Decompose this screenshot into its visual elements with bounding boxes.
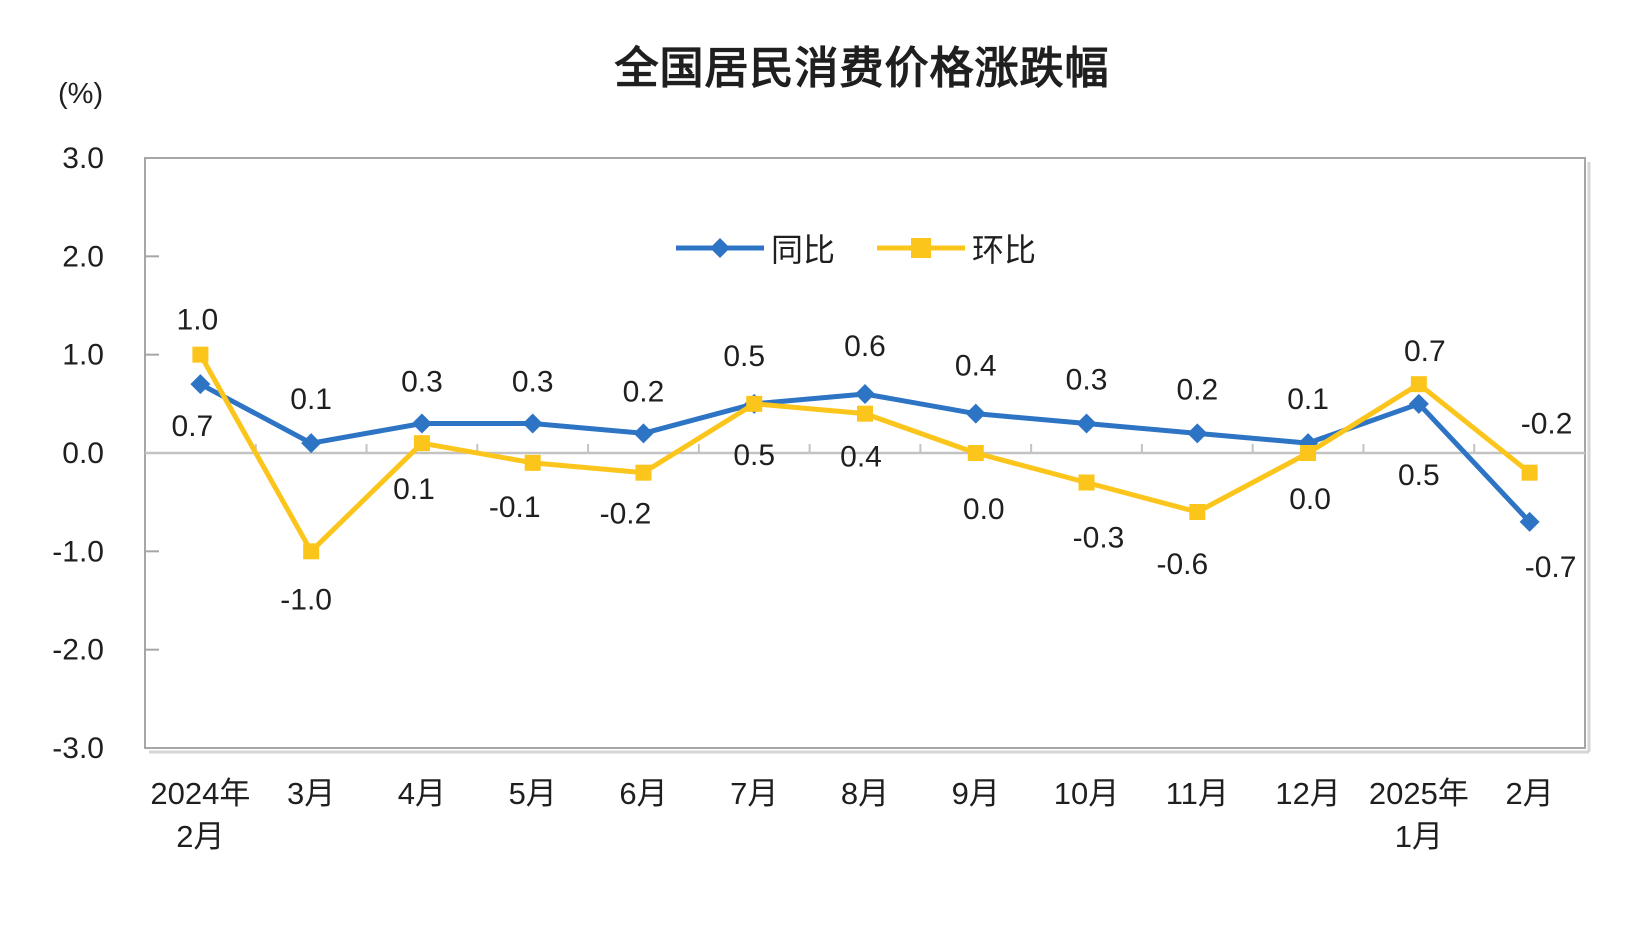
- marker-diamond-同比: [855, 384, 875, 404]
- marker-diamond-同比: [411, 413, 432, 434]
- data-label-环比: -0.3: [1073, 522, 1125, 555]
- marker-square-环比: [524, 454, 541, 471]
- tongbi-line-diamond-icon: [676, 238, 764, 258]
- chart-title: 全国居民消费价格涨跌幅: [614, 44, 1110, 93]
- legend-item-tongbi: 同比: [676, 225, 835, 271]
- marker-diamond-同比: [190, 374, 211, 395]
- x-axis-tick-label: 8月: [841, 776, 889, 811]
- x-axis-tick-label: 3月: [287, 776, 335, 811]
- data-label-同比: 0.5: [1398, 459, 1440, 492]
- y-axis-tick-label: -2.0: [52, 634, 104, 667]
- data-label-同比: 0.2: [1176, 373, 1218, 406]
- x-axis-tick-label: 2月: [1505, 776, 1553, 811]
- data-label-同比: 0.1: [1287, 383, 1329, 416]
- data-label-同比: 0.7: [172, 410, 214, 443]
- marker-diamond-同比: [522, 413, 543, 434]
- marker-diamond-同比: [1408, 393, 1429, 414]
- data-label-同比: 0.3: [1066, 364, 1108, 397]
- data-label-环比: 0.7: [1404, 335, 1446, 368]
- data-label-同比: 0.4: [955, 350, 997, 383]
- data-label-环比: -0.1: [489, 491, 541, 524]
- marker-square-环比: [303, 543, 320, 560]
- data-label-环比: 0.0: [963, 493, 1005, 526]
- marker-diamond-同比: [1187, 423, 1208, 444]
- data-label-同比: 0.2: [623, 375, 665, 408]
- marker-square-环比: [967, 445, 984, 461]
- y-axis-tick-label: -3.0: [52, 732, 104, 765]
- data-label-同比: 0.3: [512, 366, 554, 399]
- data-label-环比: 0.1: [393, 473, 435, 506]
- x-axis-tick-label: 11月: [1166, 776, 1229, 811]
- x-axis-tick-label: 1月: [1395, 819, 1443, 854]
- x-axis-tick-label: 12月: [1275, 776, 1340, 811]
- data-label-环比: 0.0: [1289, 483, 1331, 516]
- marker-square-环比: [1521, 464, 1538, 481]
- marker-diamond-同比: [1519, 511, 1540, 532]
- marker-diamond-同比: [301, 433, 322, 454]
- data-label-同比: 0.1: [290, 383, 332, 416]
- y-axis-tick-label: 1.0: [62, 339, 104, 372]
- marker-square-环比: [1300, 445, 1317, 461]
- x-axis-tick-label: 2024年: [150, 776, 250, 811]
- x-axis-tick-label: 7月: [730, 776, 778, 811]
- legend-item-huanbi: 环比: [877, 225, 1036, 271]
- marker-square-环比: [192, 346, 209, 363]
- huanbi-line-square-icon: [877, 238, 966, 258]
- data-label-同比: 0.5: [723, 340, 765, 373]
- x-axis-tick-label: 10月: [1054, 776, 1119, 811]
- data-label-环比: -0.6: [1156, 548, 1208, 581]
- data-label-环比: -0.2: [600, 498, 652, 531]
- marker-square-环比: [1410, 376, 1427, 393]
- marker-square-环比: [1078, 474, 1095, 491]
- legend-label-huanbi: 环比: [972, 232, 1037, 268]
- marker-diamond-同比: [633, 423, 654, 444]
- y-axis-tick-label: 3.0: [62, 142, 104, 175]
- marker-diamond-同比: [1076, 413, 1097, 434]
- data-label-环比: 0.4: [840, 441, 882, 474]
- chart-legend: 同比 环比: [676, 228, 1036, 268]
- y-axis-tick-label: 2.0: [62, 240, 104, 273]
- marker-square-环比: [746, 395, 763, 412]
- data-label-环比: 1.0: [177, 304, 219, 337]
- x-axis-tick-label: 2月: [176, 819, 224, 854]
- x-axis-tick-label: 5月: [509, 776, 557, 811]
- data-label-环比: 0.5: [733, 439, 775, 472]
- data-label-环比: -1.0: [280, 583, 332, 616]
- x-axis-tick-label: 2025年: [1369, 776, 1469, 811]
- y-axis-tick-label: 0.0: [62, 437, 104, 470]
- data-label-同比: 0.3: [401, 366, 443, 399]
- legend-label-tongbi: 同比: [771, 232, 836, 268]
- x-axis-tick-label: 9月: [952, 776, 1000, 811]
- marker-square-环比: [857, 405, 873, 422]
- x-axis-tick-label: 6月: [619, 776, 667, 811]
- data-label-环比: -0.2: [1521, 408, 1573, 441]
- marker-diamond-同比: [965, 403, 986, 424]
- marker-square-环比: [635, 464, 652, 481]
- marker-square-环比: [413, 435, 430, 452]
- x-axis-tick-label: 4月: [398, 776, 446, 811]
- y-axis-unit-label: (%): [58, 78, 104, 110]
- y-axis-tick-label: -1.0: [52, 535, 104, 568]
- data-label-同比: -0.7: [1525, 551, 1577, 584]
- data-label-同比: 0.6: [844, 330, 886, 363]
- marker-square-环比: [1189, 504, 1206, 520]
